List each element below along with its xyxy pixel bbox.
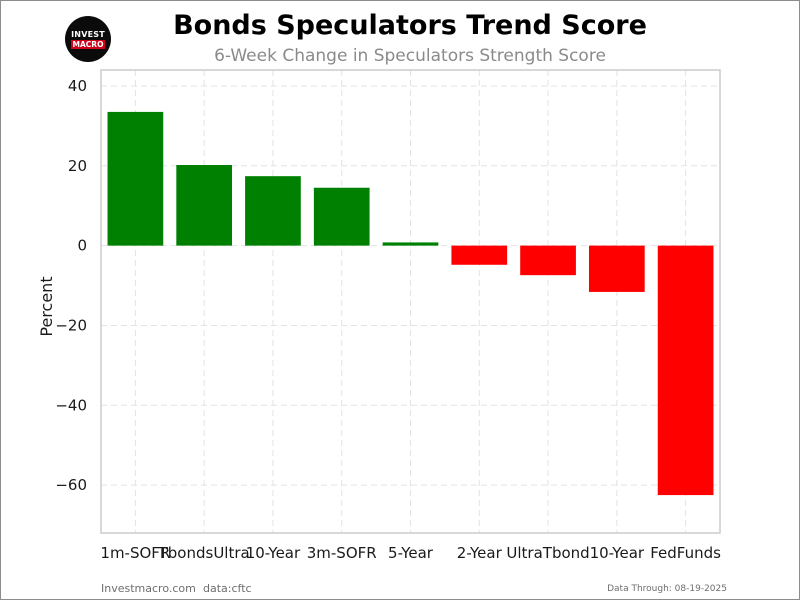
chart-subtitle: 6-Week Change in Speculators Strength Sc… bbox=[214, 46, 606, 66]
y-tick-label: −20 bbox=[55, 316, 87, 334]
y-tick-label: −60 bbox=[55, 476, 87, 494]
logo-line-1: INVEST bbox=[71, 29, 105, 39]
footer-source: data:cftc bbox=[203, 582, 252, 595]
x-tick-label: 10-Year bbox=[590, 544, 645, 562]
x-tick-label: FedFunds bbox=[650, 544, 721, 562]
bar bbox=[588, 245, 645, 292]
bar bbox=[176, 164, 233, 246]
grid-layer bbox=[101, 70, 720, 533]
x-tick-label: 3m-SOFR bbox=[307, 544, 377, 562]
footer-date: Data Through: 08-19-2025 bbox=[607, 584, 727, 594]
x-tick-label: 2-Year bbox=[457, 544, 503, 562]
x-tick-label: 1m-SOFR bbox=[100, 544, 170, 562]
y-tick-label: 20 bbox=[68, 157, 87, 175]
bar bbox=[657, 245, 714, 496]
bar bbox=[451, 245, 508, 265]
y-tick-label: 0 bbox=[77, 237, 87, 255]
bar bbox=[313, 187, 370, 246]
bar bbox=[107, 111, 164, 246]
investmacro-logo: INVEST MACRO bbox=[65, 16, 111, 62]
x-tick-label: TbondsUltra bbox=[158, 544, 250, 562]
plot-area-frame bbox=[100, 69, 721, 534]
x-tick-label: 10-Year bbox=[246, 544, 301, 562]
chart-title: Bonds Speculators Trend Score bbox=[173, 10, 647, 41]
x-tick-label: UltraTbond bbox=[506, 544, 589, 562]
logo-line-2: MACRO bbox=[70, 39, 106, 49]
x-tick-label: 5-Year bbox=[388, 544, 434, 562]
footer-site: Investmacro.com bbox=[101, 582, 196, 595]
y-axis-label: Percent bbox=[37, 276, 56, 336]
bar bbox=[520, 245, 576, 276]
y-tick-label: 40 bbox=[68, 77, 87, 95]
bar-layer bbox=[107, 111, 714, 496]
y-tick-label: −40 bbox=[55, 396, 87, 414]
bar bbox=[245, 176, 301, 246]
bar bbox=[382, 242, 439, 246]
